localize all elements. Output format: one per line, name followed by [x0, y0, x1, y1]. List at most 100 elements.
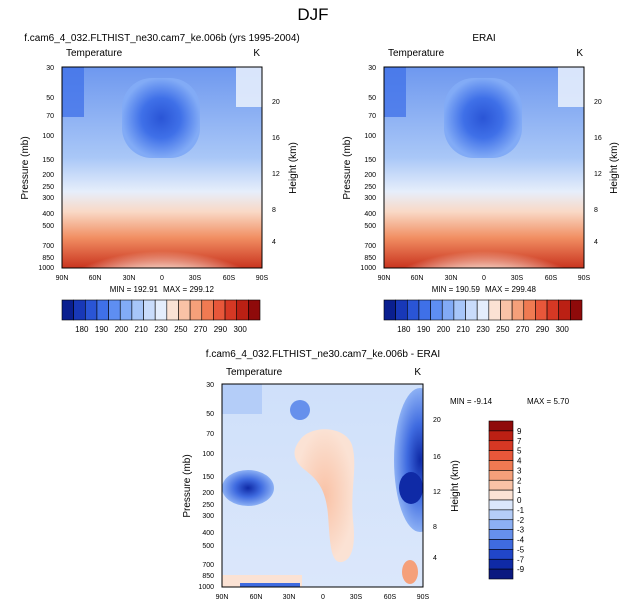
colorbar-box — [143, 299, 156, 321]
tick-label: 400 — [42, 211, 54, 218]
colorbar-box — [488, 440, 514, 451]
colorbar-label: -7 — [517, 555, 525, 564]
latitude-ticks: 90N 60N 30N 0 30S 60S 90S — [216, 594, 430, 601]
tick-label: 70 — [206, 431, 214, 438]
panel-title: ERAI — [472, 33, 495, 44]
colorbar-label: 210 — [135, 325, 149, 334]
colorbar-label: 290 — [536, 325, 550, 334]
colorbar-box — [189, 299, 203, 321]
tick-label: 4 — [594, 239, 598, 246]
colorbar-box — [465, 299, 478, 321]
pressure-ticks: 30 50 70 100 150 200 250 300 400 500 700… — [360, 65, 376, 272]
y-axis-label: Pressure (mb) — [182, 454, 193, 517]
panel-model: f.cam6_4_032.FLTHIST_ne30.cam7_ke.006b (… — [20, 33, 300, 294]
colorbar-label: 250 — [174, 325, 188, 334]
colorbar-box — [418, 299, 431, 321]
colorbar-label: 290 — [214, 325, 228, 334]
tick-label: 16 — [594, 135, 602, 142]
tick-label: 50 — [46, 95, 54, 102]
tick-label: 12 — [594, 171, 602, 178]
tick-label: 1000 — [360, 265, 376, 272]
tick-label: 60N — [89, 275, 102, 282]
tick-label: 200 — [202, 490, 214, 497]
colorbar-box — [488, 539, 514, 550]
tick-label: 90S — [578, 275, 591, 282]
tick-label: 700 — [364, 243, 376, 250]
tick-label: 90N — [378, 275, 391, 282]
colorbar-label: 4 — [517, 457, 522, 466]
tick-label: 8 — [594, 207, 598, 214]
colorbar-box — [488, 549, 514, 560]
tick-label: 250 — [42, 184, 54, 191]
colorbar-box — [500, 299, 513, 321]
colorbar-label: 0 — [517, 496, 522, 505]
y2-axis-label: Height (km) — [609, 142, 620, 194]
tick-label: 300 — [202, 513, 214, 520]
colorbar-box — [84, 299, 98, 321]
units-label: K — [414, 367, 421, 378]
tick-label: 300 — [364, 195, 376, 202]
tick-label: 100 — [364, 133, 376, 140]
colorbar-box — [108, 299, 121, 321]
colorbar-label: 190 — [95, 325, 109, 334]
tick-label: 16 — [433, 454, 441, 461]
colorbar-label: 180 — [75, 325, 89, 334]
tick-label: 12 — [272, 171, 280, 178]
variable-label: Temperature — [226, 367, 283, 378]
colorbar-label: 200 — [115, 325, 129, 334]
tick-label: 20 — [594, 99, 602, 106]
units-label: K — [576, 48, 583, 59]
tick-label: 60S — [223, 275, 236, 282]
variable-label: Temperature — [388, 48, 445, 59]
colorbar-box — [395, 299, 408, 321]
tick-label: 30N — [283, 594, 296, 601]
colorbar-label: 3 — [517, 466, 522, 475]
panel-title: f.cam6_4_032.FLTHIST_ne30.cam7_ke.006b -… — [206, 349, 440, 360]
tick-label: 30S — [511, 275, 524, 282]
colorbar-box — [119, 299, 133, 321]
colorbar-label: -1 — [517, 506, 525, 515]
tick-label: 20 — [272, 99, 280, 106]
colorbar-label: 2 — [517, 476, 522, 485]
colorbar-box — [488, 499, 514, 511]
colorbar-label: 250 — [496, 325, 510, 334]
colorbar-erai: 180 190 200 210 230 250 270 290 300 — [383, 299, 583, 334]
colorbar-box — [488, 558, 514, 570]
tick-label: 60S — [384, 594, 397, 601]
tick-label: 700 — [202, 562, 214, 569]
panel-title: f.cam6_4_032.FLTHIST_ne30.cam7_ke.006b (… — [24, 33, 300, 44]
tick-label: 30 — [368, 65, 376, 72]
tick-label: 50 — [206, 411, 214, 418]
tick-label: 30N — [123, 275, 136, 282]
colorbar-box — [488, 450, 514, 461]
colorbar-box — [488, 479, 514, 491]
height-ticks: 20 16 12 8 4 — [272, 99, 280, 246]
tick-label: 400 — [202, 530, 214, 537]
tick-label: 12 — [433, 489, 441, 496]
colorbar-box — [453, 299, 466, 321]
colorbar-box — [236, 299, 249, 321]
colorbar-label: -9 — [517, 565, 525, 574]
colorbar-box — [488, 460, 514, 471]
tick-label: 4 — [433, 555, 437, 562]
tick-label: 100 — [42, 133, 54, 140]
colorbar-box — [488, 568, 514, 580]
tick-label: 100 — [202, 451, 214, 458]
colorbar-box — [441, 299, 455, 321]
tick-label: 60N — [411, 275, 424, 282]
colorbar-label: 1 — [517, 486, 522, 495]
max-label: MAX = 299.12 — [163, 285, 214, 294]
colorbar-label: 300 — [556, 325, 570, 334]
tick-label: 4 — [272, 239, 276, 246]
min-label: MIN = 190.59 — [432, 285, 481, 294]
colorbar-label: -5 — [517, 545, 525, 554]
colorbar-box — [73, 299, 86, 321]
colorbar-box — [178, 299, 191, 321]
colorbar-box — [488, 509, 514, 521]
y2-axis-label: Height (km) — [450, 460, 461, 512]
tick-label: 500 — [202, 543, 214, 550]
panel-erai: ERAI Temperature K 30 50 70 100 150 200 … — [342, 33, 620, 294]
colorbar-label: 5 — [517, 447, 522, 456]
